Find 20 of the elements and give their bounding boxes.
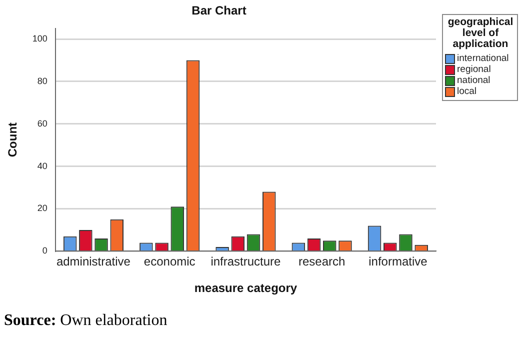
x-tick-label: administrative [56,254,131,269]
y-tick-label: 20 [37,203,48,214]
y-tick-label: 100 [32,33,48,44]
x-tick-label: research [298,254,346,269]
x-axis-title: measure category [194,281,298,296]
y-tick-label: 80 [37,76,48,86]
legend-label: international [457,53,509,64]
legend-label: regional [457,64,491,75]
legend-title: geographical level of application [446,16,514,50]
chart-title: Bar Chart [192,4,246,18]
y-tick-label: 0 [42,246,48,256]
x-tick-label: economic [144,254,196,269]
legend-label: local [457,86,477,97]
y-axis-title: Count [6,122,20,158]
y-tick-label: 60 [37,118,48,128]
x-tick-label: infrastructure [210,254,282,269]
legend-label: national [457,75,490,86]
source-note: Source: Own elaboration [4,312,168,330]
x-tick-label: informative [368,254,428,269]
y-tick-label: 40 [37,160,48,171]
